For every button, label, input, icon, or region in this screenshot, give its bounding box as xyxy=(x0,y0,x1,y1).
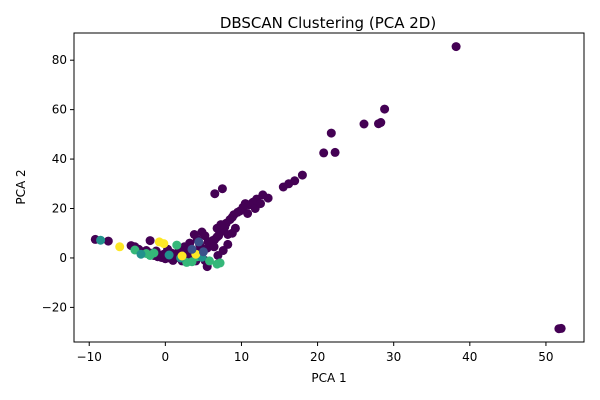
y-tick-label: 20 xyxy=(52,202,67,216)
y-tick-label: 60 xyxy=(52,103,67,117)
data-point xyxy=(209,242,219,252)
data-point xyxy=(210,189,220,199)
data-point xyxy=(256,199,265,209)
data-point xyxy=(554,324,564,334)
data-point xyxy=(278,182,288,192)
data-point xyxy=(203,237,213,247)
x-tick-label: 30 xyxy=(386,350,401,364)
data-point xyxy=(172,240,182,250)
y-axis-ticks: −20 0 20 40 60 80 xyxy=(42,53,74,314)
x-tick-label: 50 xyxy=(538,350,553,364)
plot-frame xyxy=(73,32,585,343)
x-tick-label: −10 xyxy=(77,350,102,364)
data-point xyxy=(215,258,225,268)
data-point xyxy=(297,170,307,180)
data-point xyxy=(376,118,386,127)
data-point xyxy=(159,239,169,249)
data-point xyxy=(96,235,106,245)
data-point xyxy=(145,251,155,260)
y-tick-label: 80 xyxy=(52,53,67,67)
y-tick-label: 0 xyxy=(59,251,67,265)
data-point xyxy=(217,184,227,194)
x-tick-label: 10 xyxy=(234,350,249,364)
points-layer xyxy=(90,42,566,334)
y-axis-label: PCA 2 xyxy=(14,169,28,204)
x-tick-label: 0 xyxy=(162,350,170,364)
data-point xyxy=(451,42,461,52)
data-point xyxy=(194,237,204,247)
data-point xyxy=(189,230,199,239)
data-point xyxy=(223,239,233,249)
data-point xyxy=(145,236,155,246)
y-tick-label: −20 xyxy=(42,300,67,314)
x-axis-label: PCA 1 xyxy=(311,371,346,385)
data-point xyxy=(230,223,240,233)
data-point xyxy=(198,247,208,257)
data-point xyxy=(216,220,226,230)
chart-title: DBSCAN Clustering (PCA 2D) xyxy=(220,14,436,32)
data-point xyxy=(164,250,174,260)
data-point xyxy=(243,209,253,218)
x-tick-label: 20 xyxy=(310,350,325,364)
data-point xyxy=(319,148,329,158)
data-point xyxy=(330,147,340,157)
data-point xyxy=(326,128,336,138)
data-point xyxy=(205,256,214,266)
x-axis-ticks: −10 0 10 20 30 40 50 xyxy=(77,342,554,364)
data-point xyxy=(213,251,223,260)
data-point xyxy=(187,244,197,254)
data-point xyxy=(136,249,146,259)
data-point xyxy=(359,119,369,129)
x-tick-label: 40 xyxy=(462,350,477,364)
data-point xyxy=(103,236,113,246)
data-point xyxy=(380,104,390,114)
y-tick-label: 40 xyxy=(52,152,67,166)
data-point xyxy=(177,251,187,261)
data-point xyxy=(115,242,125,252)
